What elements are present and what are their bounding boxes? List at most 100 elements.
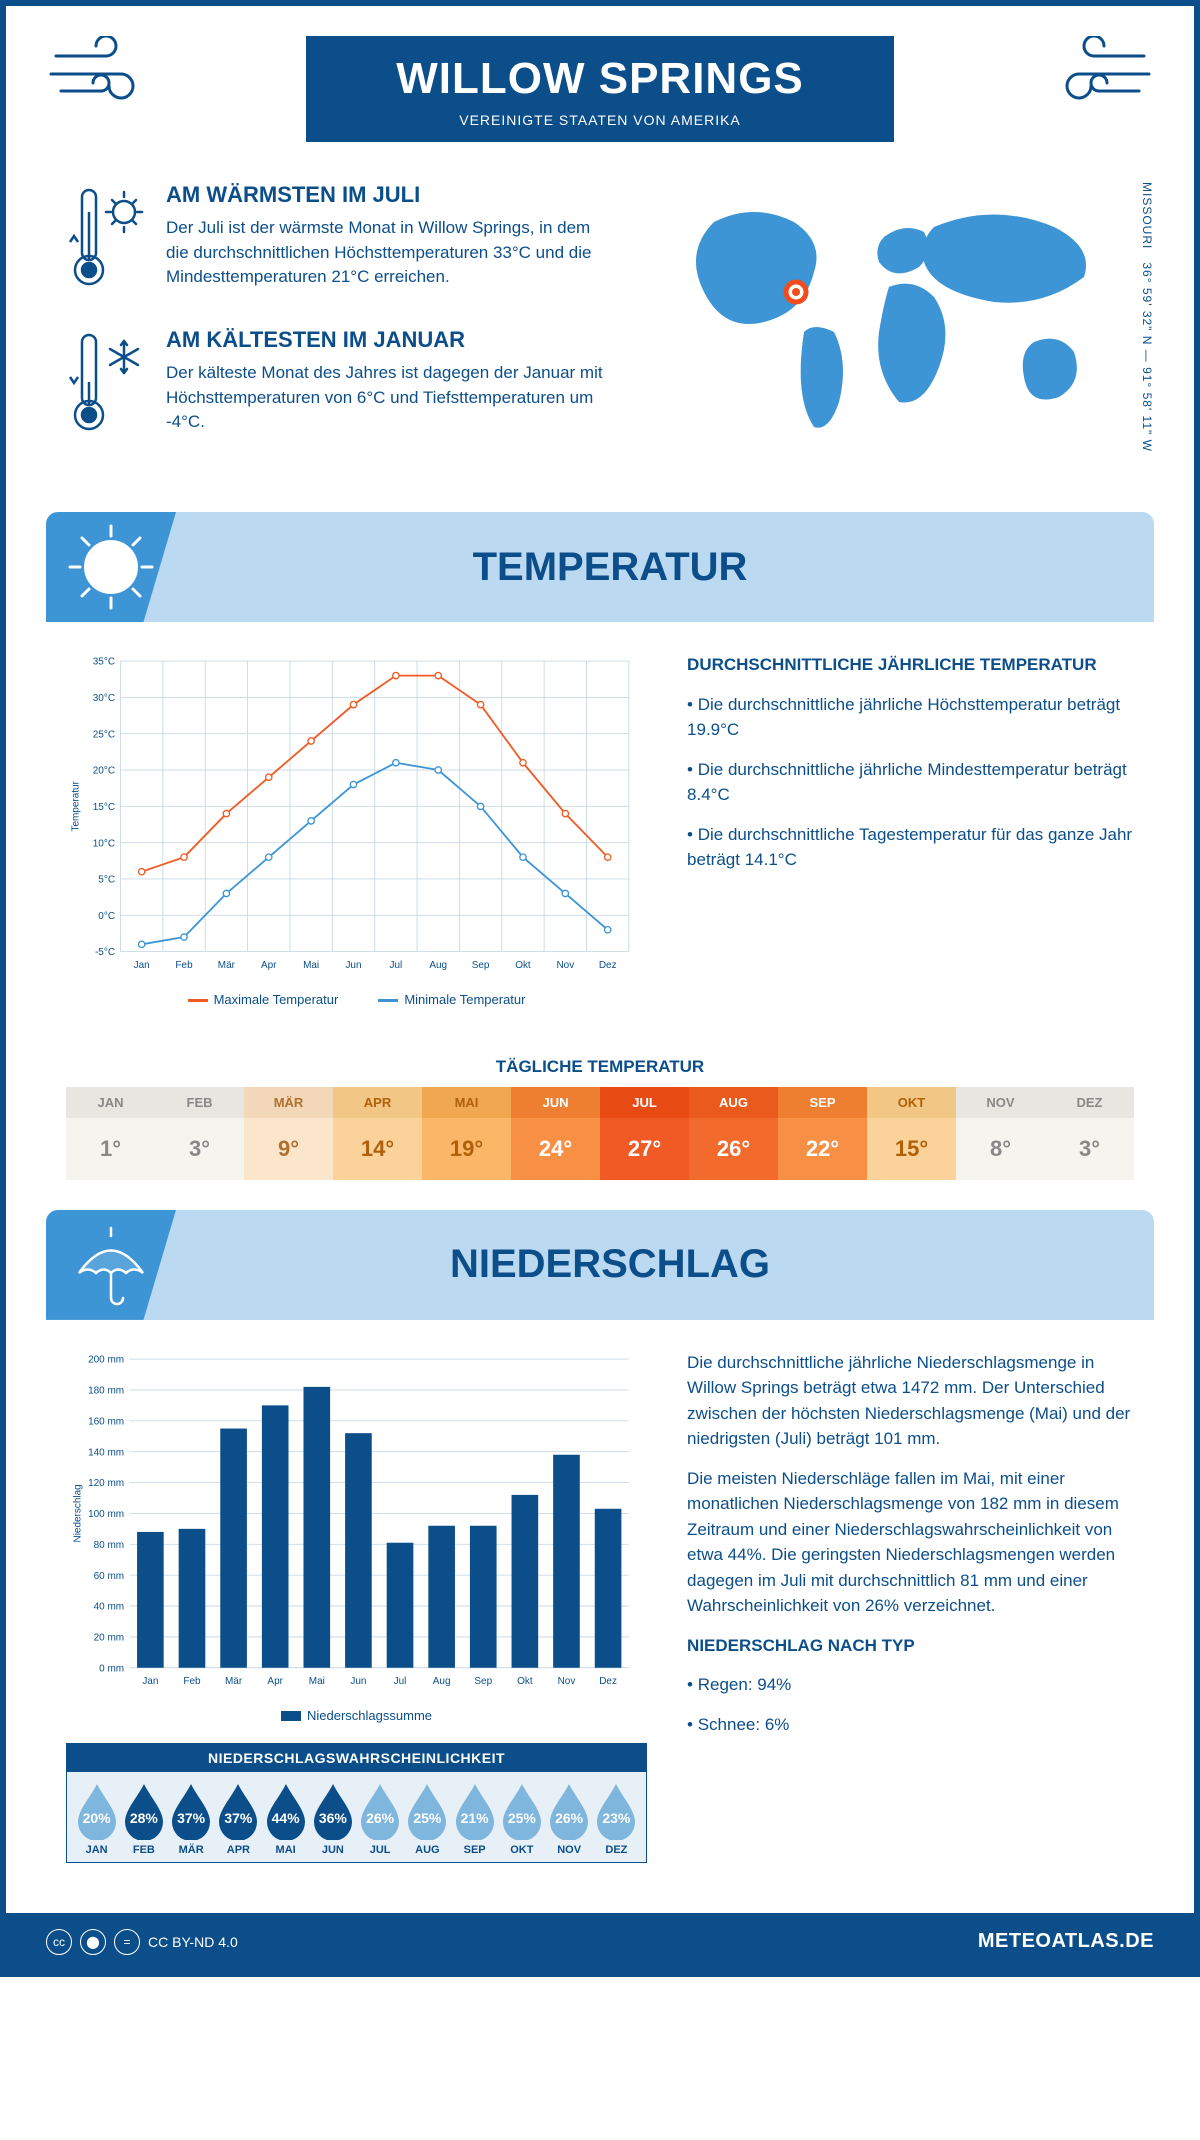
fact-warm-text: Der Juli ist der wärmste Monat in Willow… [166, 216, 614, 290]
drop-cell: 44%MAI [262, 1782, 309, 1856]
svg-text:Apr: Apr [261, 960, 277, 971]
precip-section-body: 0 mm 20 mm 40 mm 60 mm 80 mm 100 mm 120 mm 140 … [6, 1320, 1194, 1893]
svg-text:Jun: Jun [345, 960, 361, 971]
svg-text:0 mm: 0 mm [99, 1663, 124, 1674]
precip-legend: Niederschlagssumme [66, 1708, 647, 1723]
page-title: WILLOW SPRINGS [396, 54, 804, 104]
svg-text:20 mm: 20 mm [94, 1632, 124, 1643]
svg-text:25°C: 25°C [93, 729, 115, 740]
fact-cold-title: AM KÄLTESTEN IM JANUAR [166, 327, 614, 353]
svg-text:160 mm: 160 mm [88, 1416, 124, 1427]
drop-cell: 28%FEB [120, 1782, 167, 1856]
svg-text:Feb: Feb [183, 1676, 201, 1687]
svg-text:Jun: Jun [350, 1676, 366, 1687]
daily-cell: OKT15° [867, 1087, 956, 1180]
svg-text:200 mm: 200 mm [88, 1355, 124, 1366]
header: WILLOW SPRINGS VEREINIGTE STAATEN VON AM… [6, 6, 1194, 142]
svg-text:Apr: Apr [267, 1676, 283, 1687]
drop-cell: 23%DEZ [593, 1782, 640, 1856]
cc-icon: cc [46, 1929, 72, 1955]
svg-text:Jan: Jan [142, 1676, 158, 1687]
precip-type-title: NIEDERSCHLAG NACH TYP [687, 1633, 1134, 1659]
svg-text:Mai: Mai [303, 960, 319, 971]
by-icon: ⬤ [80, 1929, 106, 1955]
daily-temp-row: JAN1°FEB3°MÄR9°APR14°MAI19°JUN24°JUL27°A… [66, 1087, 1134, 1180]
drop-cell: 25%AUG [404, 1782, 451, 1856]
svg-text:180 mm: 180 mm [88, 1385, 124, 1396]
fact-warmest: AM WÄRMSTEN IM JULI Der Juli ist der wär… [66, 182, 614, 297]
drop-cell: 37%MÄR [168, 1782, 215, 1856]
sun-icon [64, 520, 159, 620]
temp-section-title: TEMPERATUR [176, 545, 1154, 590]
svg-text:Dez: Dez [599, 960, 617, 971]
svg-text:20°C: 20°C [93, 766, 115, 777]
svg-text:-5°C: -5°C [95, 947, 115, 958]
thermometer-sun-icon [66, 182, 146, 297]
svg-text:Jul: Jul [394, 1676, 407, 1687]
temperature-chart: -5°C0°C5°C10°C15°C20°C25°C30°C35°CJanFeb… [66, 652, 647, 979]
svg-text:Aug: Aug [433, 1676, 451, 1687]
daily-cell: JUL27° [600, 1087, 689, 1180]
svg-text:Dez: Dez [599, 1676, 617, 1687]
daily-temp-title: TÄGLICHE TEMPERATUR [6, 1057, 1194, 1077]
drop-cell: 26%JUL [357, 1782, 404, 1856]
title-ribbon: WILLOW SPRINGS VEREINIGTE STAATEN VON AM… [306, 36, 894, 142]
svg-text:Jan: Jan [134, 960, 150, 971]
wind-icon [46, 36, 156, 111]
umbrella-icon [64, 1218, 159, 1318]
daily-cell: MÄR9° [244, 1087, 333, 1180]
license-badge: cc ⬤ = CC BY-ND 4.0 [46, 1929, 238, 1955]
svg-text:30°C: 30°C [93, 693, 115, 704]
daily-cell: MAI19° [422, 1087, 511, 1180]
svg-text:Feb: Feb [175, 960, 193, 971]
svg-text:Okt: Okt [517, 1676, 533, 1687]
temp-side-title: DURCHSCHNITTLICHE JÄHRLICHE TEMPERATUR [687, 652, 1134, 678]
svg-text:35°C: 35°C [93, 657, 115, 668]
temp-legend: Maximale Temperatur Minimale Temperatur [66, 992, 647, 1007]
svg-text:Temperatur: Temperatur [71, 780, 82, 831]
svg-text:100 mm: 100 mm [88, 1509, 124, 1520]
svg-text:Nov: Nov [556, 960, 574, 971]
svg-text:80 mm: 80 mm [94, 1540, 124, 1551]
fact-cold-text: Der kälteste Monat des Jahres ist dagege… [166, 361, 614, 435]
coordinates-label: MISSOURI 36° 59' 32" N — 91° 58' 11" W [1140, 182, 1154, 452]
precipitation-chart: 0 mm 20 mm 40 mm 60 mm 80 mm 100 mm 120 mm 140 … [66, 1350, 647, 1695]
svg-text:120 mm: 120 mm [88, 1478, 124, 1489]
svg-text:Mär: Mär [218, 960, 236, 971]
daily-cell: FEB3° [155, 1087, 244, 1180]
drop-cell: 20%JAN [73, 1782, 120, 1856]
daily-cell: DEZ3° [1045, 1087, 1134, 1180]
svg-text:10°C: 10°C [93, 838, 115, 849]
svg-text:Jul: Jul [389, 960, 402, 971]
fact-warm-title: AM WÄRMSTEN IM JULI [166, 182, 614, 208]
wind-icon [1044, 36, 1154, 111]
precip-section-title: NIEDERSCHLAG [176, 1242, 1154, 1287]
svg-text:0°C: 0°C [98, 911, 115, 922]
daily-cell: JAN1° [66, 1087, 155, 1180]
svg-text:Nov: Nov [558, 1676, 576, 1687]
footer: cc ⬤ = CC BY-ND 4.0 METEOATLAS.DE [6, 1913, 1194, 1971]
svg-text:140 mm: 140 mm [88, 1447, 124, 1458]
daily-cell: APR14° [333, 1087, 422, 1180]
svg-text:40 mm: 40 mm [94, 1601, 124, 1612]
svg-text:Okt: Okt [515, 960, 531, 971]
svg-text:Niederschlag: Niederschlag [73, 1484, 84, 1542]
world-map: MISSOURI 36° 59' 32" N — 91° 58' 11" W [654, 182, 1134, 472]
precip-banner: NIEDERSCHLAG [46, 1210, 1154, 1320]
precip-side-text: Die durchschnittliche jährliche Niedersc… [687, 1350, 1134, 1863]
precip-probability-panel: NIEDERSCHLAGSWAHRSCHEINLICHKEIT 20%JAN28… [66, 1743, 647, 1863]
intro-section: AM WÄRMSTEN IM JULI Der Juli ist der wär… [6, 142, 1194, 492]
nd-icon: = [114, 1929, 140, 1955]
svg-text:Mai: Mai [309, 1676, 325, 1687]
temp-side-text: DURCHSCHNITTLICHE JÄHRLICHE TEMPERATUR •… [687, 652, 1134, 1007]
daily-cell: AUG26° [689, 1087, 778, 1180]
drop-cell: 37%APR [215, 1782, 262, 1856]
svg-text:Sep: Sep [474, 1676, 492, 1687]
brand-label: METEOATLAS.DE [978, 1930, 1154, 1953]
svg-text:15°C: 15°C [93, 802, 115, 813]
thermometer-snow-icon [66, 327, 146, 442]
temp-banner: TEMPERATUR [46, 512, 1154, 622]
svg-text:60 mm: 60 mm [94, 1571, 124, 1582]
page-subtitle: VEREINIGTE STAATEN VON AMERIKA [396, 112, 804, 128]
daily-cell: SEP22° [778, 1087, 867, 1180]
